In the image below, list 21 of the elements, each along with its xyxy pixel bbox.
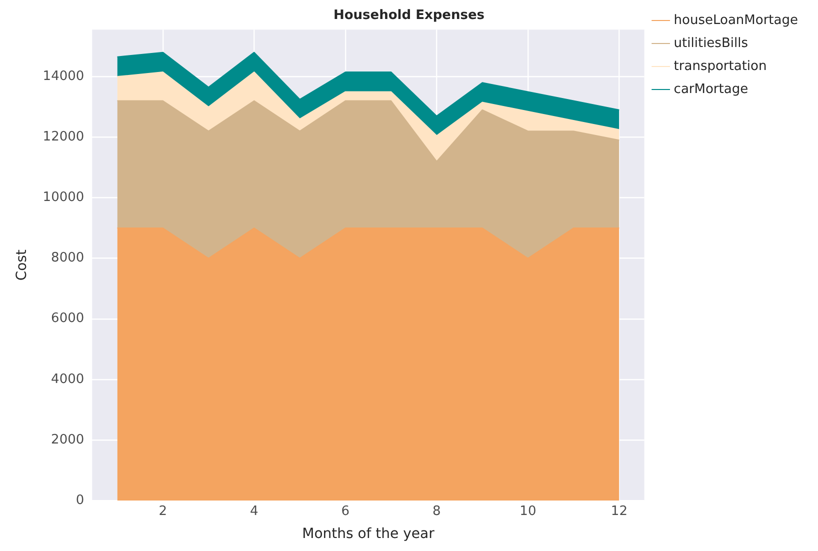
x-tick-label: 4 <box>250 504 258 519</box>
y-tick-label: 14000 <box>42 68 84 84</box>
x-tick-label: 10 <box>520 504 536 519</box>
legend-label: carMortage <box>674 82 748 97</box>
y-tick-label: 6000 <box>51 311 84 326</box>
y-tick-label: 10000 <box>42 190 84 206</box>
legend-label: houseLoanMortage <box>674 12 798 28</box>
x-axis-title: Months of the year <box>302 526 435 542</box>
y-tick-label: 0 <box>76 492 84 508</box>
x-tick-label: 6 <box>341 504 350 519</box>
x-tick-label: 2 <box>158 504 168 519</box>
y-tick-label: 2000 <box>51 432 84 448</box>
x-tick-label: 12 <box>610 504 628 519</box>
y-tick-label: 8000 <box>51 250 84 266</box>
chart-title: Household Expenses <box>333 8 485 24</box>
y-axis-title: Cost <box>14 249 30 281</box>
y-tick-label: 4000 <box>51 372 84 387</box>
legend-label: transportation <box>674 58 767 74</box>
legend-label: utilitiesBills <box>674 36 748 51</box>
y-tick-label: 12000 <box>42 130 84 144</box>
x-tick-label: 8 <box>432 504 441 519</box>
